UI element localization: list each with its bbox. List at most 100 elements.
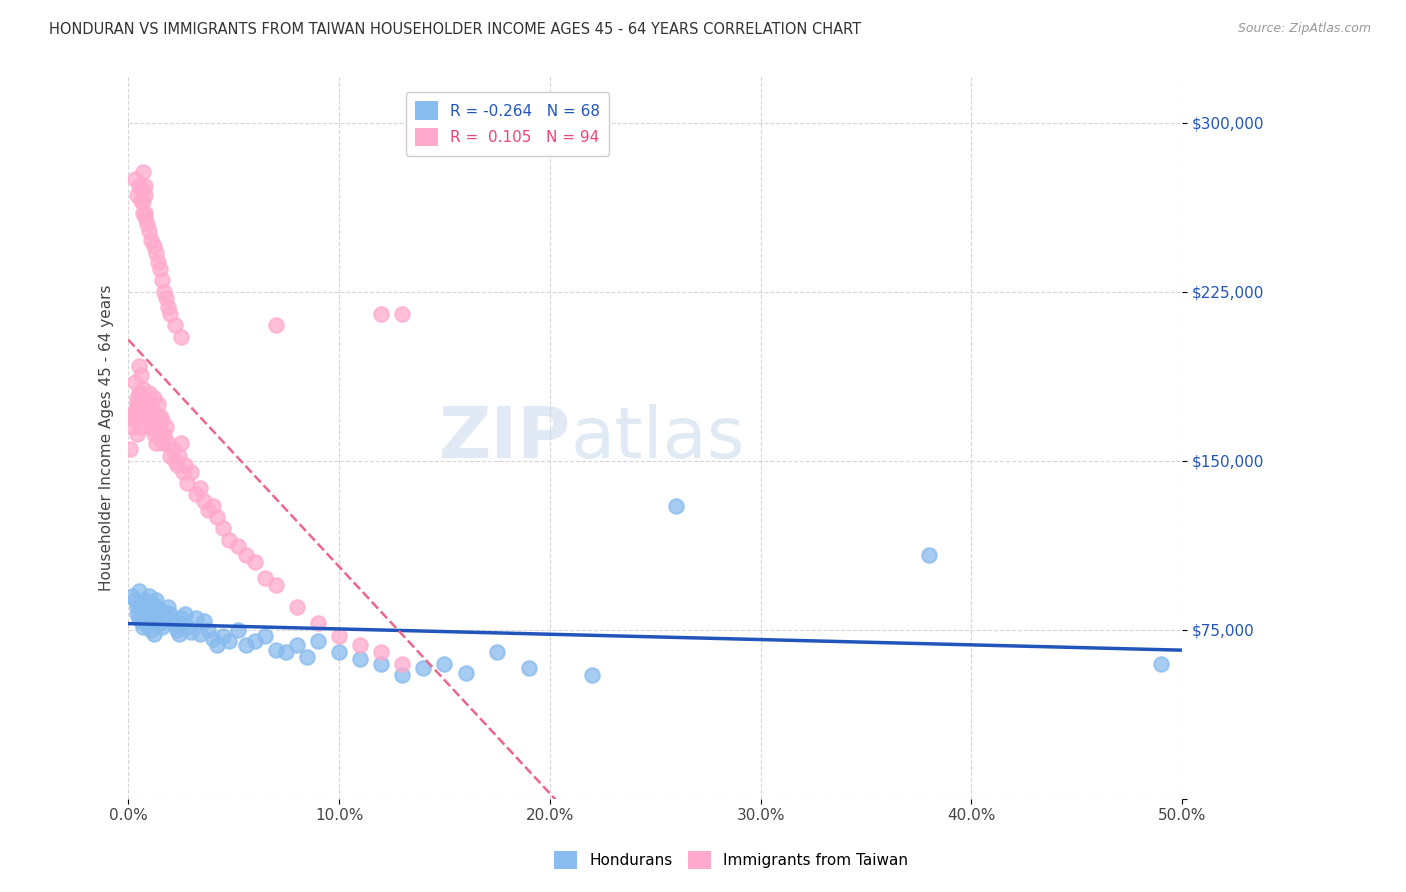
Point (138, 409, 160, 423)
Point (132, 602, 155, 616)
Point (166, 623, 188, 637)
Point (145, 593, 167, 607)
Point (128, 584, 150, 599)
Point (307, 634, 329, 648)
Point (176, 476, 198, 491)
Point (166, 458, 188, 472)
Point (141, 623, 163, 637)
Point (150, 435, 173, 450)
Point (235, 639, 257, 653)
Point (124, 172, 146, 186)
Point (150, 273, 173, 287)
Point (184, 487, 207, 501)
Point (149, 615, 172, 630)
Point (132, 382, 155, 396)
Point (349, 652, 371, 666)
Text: ZIP: ZIP (439, 403, 571, 473)
Point (197, 623, 219, 637)
Point (264, 318, 287, 333)
Point (132, 194, 155, 209)
Point (129, 194, 152, 209)
Point (138, 600, 160, 615)
Point (157, 600, 180, 615)
Point (124, 413, 146, 427)
Point (134, 178, 156, 193)
Point (138, 386, 160, 401)
Point (205, 639, 228, 653)
Point (138, 589, 160, 603)
Point (157, 301, 180, 315)
Point (157, 435, 180, 450)
Point (129, 397, 152, 411)
Point (129, 596, 152, 610)
Point (125, 600, 148, 615)
Point (454, 665, 477, 680)
Point (125, 391, 148, 405)
Point (150, 620, 173, 634)
Point (120, 442, 142, 457)
Point (132, 165, 155, 179)
Point (136, 217, 159, 231)
Point (184, 611, 207, 625)
Point (128, 178, 150, 193)
Point (172, 615, 194, 630)
Point (150, 413, 173, 427)
Point (254, 630, 277, 644)
Point (145, 409, 167, 423)
Point (142, 391, 165, 405)
Point (433, 657, 456, 671)
Point (581, 667, 603, 681)
Text: HONDURAN VS IMMIGRANTS FROM TAIWAN HOUSEHOLDER INCOME AGES 45 - 64 YEARS CORRELA: HONDURAN VS IMMIGRANTS FROM TAIWAN HOUSE… (49, 22, 862, 37)
Point (285, 639, 308, 653)
Point (167, 449, 190, 463)
Point (155, 420, 177, 434)
Point (136, 413, 159, 427)
Point (163, 453, 186, 467)
Point (121, 409, 143, 423)
Point (155, 611, 177, 625)
Point (163, 318, 186, 333)
Point (142, 426, 165, 441)
Point (212, 521, 235, 535)
Point (134, 210, 156, 224)
Point (141, 233, 163, 247)
Point (665, 499, 688, 513)
Point (1150, 657, 1173, 671)
Point (174, 607, 197, 621)
Point (167, 627, 190, 641)
Point (243, 555, 266, 569)
Point (132, 620, 155, 634)
Point (145, 611, 167, 625)
Point (153, 605, 176, 619)
Point (134, 187, 156, 202)
Legend: Hondurans, Immigrants from Taiwan: Hondurans, Immigrants from Taiwan (548, 845, 914, 875)
Point (136, 609, 159, 624)
Point (136, 618, 159, 632)
Point (124, 593, 146, 607)
Point (162, 442, 184, 457)
Point (370, 657, 392, 671)
Point (176, 620, 198, 634)
Point (264, 577, 287, 591)
Point (391, 657, 413, 671)
Point (129, 614, 152, 628)
Point (134, 593, 156, 607)
Point (226, 539, 249, 553)
Point (193, 614, 215, 628)
Point (128, 359, 150, 373)
Point (125, 426, 148, 441)
Y-axis label: Householder Income Ages 45 - 64 years: Householder Income Ages 45 - 64 years (100, 285, 114, 591)
Point (172, 465, 194, 479)
Legend: R = -0.264   N = 68, R =  0.105   N = 94: R = -0.264 N = 68, R = 0.105 N = 94 (406, 92, 609, 155)
Point (134, 605, 156, 619)
Point (254, 571, 277, 585)
Point (149, 262, 172, 277)
Point (170, 611, 193, 625)
Point (276, 645, 298, 659)
Point (149, 426, 172, 441)
Point (136, 397, 159, 411)
Point (128, 409, 150, 423)
Point (212, 630, 235, 644)
Point (193, 494, 215, 508)
Point (517, 661, 540, 675)
